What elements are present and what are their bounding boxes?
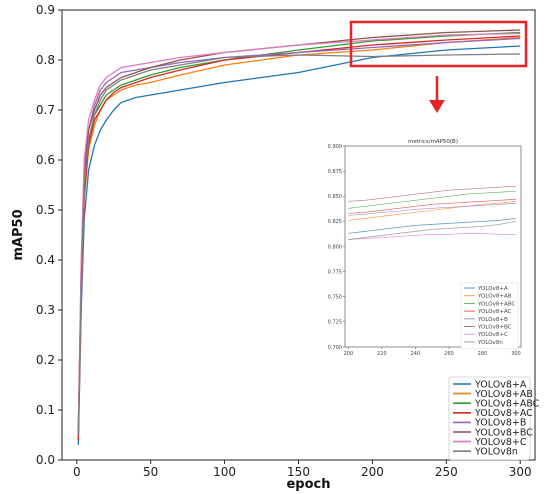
legend-entry: YOLOv8+C: [474, 437, 527, 448]
y-tick-label: 0.9: [36, 3, 55, 17]
highlight-annotation: [349, 20, 528, 113]
y-tick-label: 0.4: [36, 253, 55, 267]
x-tick-label: 250: [435, 465, 458, 479]
inset-y-tick-label: 0.725: [328, 320, 342, 326]
y-tick-label: 0.6: [36, 153, 55, 167]
inset-x-tick-label: 200: [344, 351, 354, 357]
inset-series-line: [348, 233, 516, 240]
inset-y-tick-label: 0.775: [328, 269, 342, 275]
arrow-head: [429, 100, 445, 113]
inset-legend-entry: YOLOv8+AC: [477, 309, 512, 315]
y-tick-label: 0.8: [36, 53, 55, 67]
inset-series-line: [348, 200, 517, 221]
inset-series-line: [348, 185, 517, 202]
inset-y-tick-label: 0.900: [328, 144, 342, 150]
legend-box: [448, 376, 531, 461]
x-tick-label: 200: [361, 465, 384, 479]
inset-y-tick-label: 0.700: [328, 345, 342, 351]
x-tick-label: 150: [287, 465, 310, 479]
x-tick-label: 100: [213, 465, 236, 479]
series-line: [77, 29, 521, 436]
inset-y-tick-label: 0.750: [328, 295, 342, 301]
legend-entry: YOLOv8+A: [474, 379, 527, 390]
inset-legend-entry: YOLOv8+A: [477, 286, 508, 292]
legend-entry: YOLOv8n: [474, 447, 518, 458]
inset-x-tick-label: 240: [411, 351, 421, 357]
legend-entry: YOLOv8+AB: [474, 389, 533, 400]
legend-entry: YOLOv8+BC: [474, 427, 533, 438]
y-tick-label: 0.1: [36, 403, 55, 417]
inset-y-tick-label: 0.875: [328, 169, 342, 175]
inset-x-tick-label: 280: [478, 351, 488, 357]
inset-series-line: [348, 202, 517, 216]
inset-legend-entry: YOLOv8+AB: [477, 294, 512, 300]
inset-legend-box: [460, 282, 519, 349]
inset-series-line: [348, 190, 517, 209]
y-tick-label: 0.2: [36, 353, 55, 367]
main-chart: 0 50 100 150 200 250 300 0.0 0.1 0.2 0.3 0.4 0.5 0.6 0…: [11, 3, 540, 492]
y-tick-label: 0.0: [36, 453, 55, 467]
inset-chart: metrics/mAP50(B) 200 220 240 260 280 300 0.700 0…: [312, 136, 527, 358]
y-axis-label: mAP50: [11, 209, 26, 260]
inset-y-tick-label: 0.850: [328, 194, 342, 200]
x-tick-label: 0: [73, 465, 81, 479]
inset-x-tick-label: 260: [444, 351, 454, 357]
series-line: [77, 45, 521, 446]
inset-title: metrics/mAP50(B): [408, 139, 458, 145]
inset-series-line: [348, 218, 517, 234]
inset-x-tick-label: 220: [377, 351, 387, 357]
x-tick-label: 50: [143, 465, 158, 479]
inset-y-tick-label: 0.825: [328, 219, 342, 225]
legend-entry: YOLOv8+B: [474, 418, 526, 429]
inset-y-tick-label: 0.800: [328, 244, 342, 250]
inset-legend-entry: YOLOv8+B: [477, 317, 508, 323]
x-axis-label: epoch: [286, 477, 330, 492]
inset-legend-entry: YOLOv8+C: [477, 332, 508, 338]
inset-legend-entry: YOLOv8+BC: [477, 325, 512, 331]
inset-x-tick-label: 300: [511, 351, 521, 357]
y-tick-label: 0.7: [36, 103, 55, 117]
legend-entry: YOLOv8+ABC: [474, 399, 540, 410]
series-line: [77, 32, 521, 426]
inset-series-line: [348, 198, 517, 214]
legend-entry: YOLOv8+AC: [474, 408, 533, 419]
y-tick-label: 0.5: [36, 203, 55, 217]
inset-legend-entry: YOLOv8n: [477, 340, 503, 346]
y-tick-label: 0.3: [36, 303, 55, 317]
highlight-box: [349, 20, 528, 68]
series-line: [77, 53, 521, 436]
inset-legend-entry: YOLOv8+ABC: [477, 301, 515, 307]
x-tick-label: 300: [509, 465, 532, 479]
inset-series-line: [348, 221, 517, 240]
